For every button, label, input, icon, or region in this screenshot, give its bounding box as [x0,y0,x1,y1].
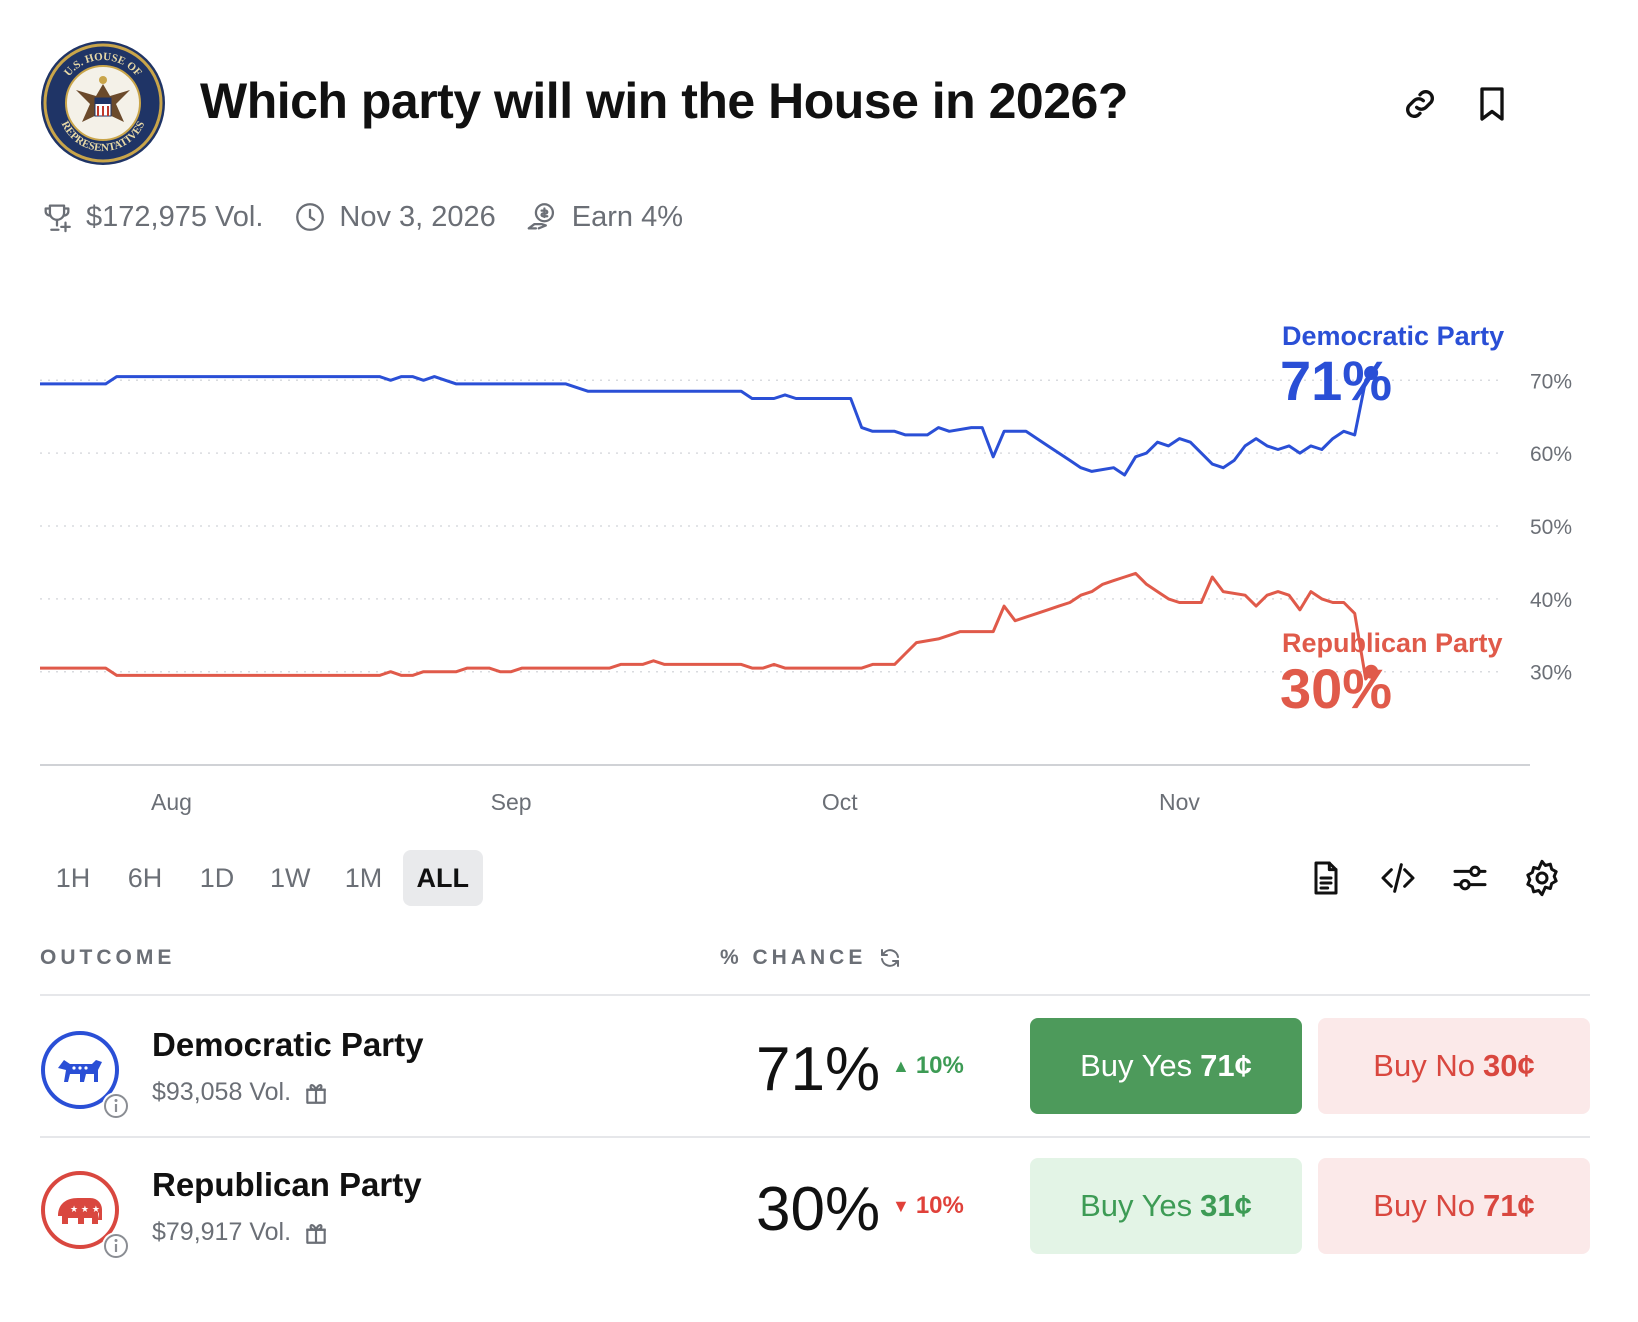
chance-delta-value: 10% [915,1192,964,1219]
outcome-name[interactable]: Republican Party [152,1166,422,1203]
earn-icon [526,200,560,234]
dem-series-value: 71% [1280,349,1392,412]
rep-series-label: Republican Party [1282,628,1503,658]
range-1h[interactable]: 1H [55,862,91,893]
page-title: Which party will win the House in 2026? [200,73,1128,129]
outcome-chance: 71% [756,1035,881,1104]
y-tick-label: 40% [1530,589,1572,612]
table-divider [40,994,1590,996]
range-6h[interactable]: 6H [127,862,163,893]
buy-no-button[interactable]: Buy No 71¢ [1318,1158,1590,1254]
market-meta: $172,975 Vol. Nov 3, 2026 Earn 4% [40,200,713,234]
buy-yes-button[interactable]: Buy Yes 31¢ [1030,1158,1302,1254]
buy-no-label: Buy No [1373,1048,1475,1083]
embed-code-icon[interactable] [1378,858,1418,898]
clock-icon [293,200,327,234]
refresh-icon[interactable] [878,946,902,970]
outcome-chance: 30% [756,1175,881,1244]
y-tick-label: 60% [1530,443,1572,466]
earn-rate[interactable]: Earn 4% [571,200,684,233]
outcome-volume-text: $93,058 Vol. [152,1078,292,1106]
outcome-name[interactable]: Democratic Party [152,1026,424,1063]
info-icon[interactable] [102,1092,130,1120]
buy-no-label: Buy No [1373,1188,1475,1223]
sliders-icon[interactable] [1450,858,1490,898]
rep-series-line [40,571,1373,681]
time-range-tabs: 1H 6H 1D 1W 1M ALL [40,850,483,906]
outcome-header: OUTCOME [40,946,176,969]
end-date: Nov 3, 2026 [339,200,496,233]
gift-icon [306,1223,326,1244]
triangle-down-icon: ▼ [892,1195,910,1216]
range-1d[interactable]: 1D [199,862,235,893]
x-tick-label: Oct [822,789,858,815]
dem-endpoint-dot [1364,366,1379,380]
range-1w[interactable]: 1W [270,862,311,893]
y-tick-label: 50% [1530,516,1572,539]
rep-series-value: 30% [1280,657,1392,720]
row-divider [40,1136,1590,1138]
outcome-row-republican[interactable]: ★ ★ ★ Republican Party $79,917 Vol. 30% … [40,1138,1590,1278]
outcome-row-democratic[interactable]: Democratic Party $93,058 Vol. 71% ▲ 10% … [40,998,1590,1138]
settings-gear-icon[interactable] [1522,858,1562,898]
buy-yes-label: Buy Yes [1080,1048,1193,1083]
elephant-avatar-icon: ★ ★ ★ [40,1170,120,1250]
gift-icon [306,1083,326,1104]
range-1m[interactable]: 1M [344,862,383,893]
buy-no-price: 71¢ [1482,1188,1535,1223]
document-icon[interactable] [1306,858,1346,898]
info-icon[interactable] [102,1232,130,1260]
chance-header-label: % CHANCE [720,946,867,969]
triangle-up-icon: ▲ [892,1055,910,1076]
chance-delta: ▼ 10% [892,1192,964,1220]
house-seal-logo: U.S. HOUSE OF REPRESENTATIVES [40,40,166,166]
chance-delta: ▲ 10% [892,1052,964,1080]
dem-series-label: Democratic Party [1282,321,1504,351]
outcome-volume: $93,058 Vol. [152,1078,329,1107]
bookmark-icon[interactable] [1472,84,1512,124]
buy-yes-button[interactable]: Buy Yes 71¢ [1030,1018,1302,1114]
buy-no-price: 30¢ [1482,1048,1535,1083]
y-tick-label: 70% [1530,370,1572,393]
buy-yes-price: 71¢ [1200,1048,1252,1083]
range-all[interactable]: ALL [402,850,483,906]
dem-series-line [40,372,1373,477]
rep-endpoint-dot [1364,664,1379,679]
y-tick-label: 30% [1530,662,1572,685]
x-tick-label: Sep [491,789,532,815]
chart-tools [1306,858,1562,898]
buy-no-button[interactable]: Buy No 30¢ [1318,1018,1590,1114]
chance-header: % CHANCE [720,946,902,970]
x-tick-label: Aug [151,789,192,815]
buy-yes-price: 31¢ [1200,1188,1252,1223]
outcome-volume: $79,917 Vol. [152,1218,329,1247]
copy-link-icon[interactable] [1400,84,1440,124]
price-history-chart[interactable]: 70% 60% 50% 40% 30% Aug Sep Oct Nov Democratic … [0,300,1638,820]
svg-text:★ ★ ★: ★ ★ ★ [70,1205,100,1215]
buy-yes-label: Buy Yes [1080,1188,1193,1223]
x-tick-label: Nov [1159,789,1200,815]
total-volume: $172,975 Vol. [86,200,264,233]
donkey-avatar-icon [40,1030,120,1110]
trophy-icon [40,200,74,234]
outcome-volume-text: $79,917 Vol. [152,1218,292,1246]
chance-delta-value: 10% [915,1052,964,1079]
